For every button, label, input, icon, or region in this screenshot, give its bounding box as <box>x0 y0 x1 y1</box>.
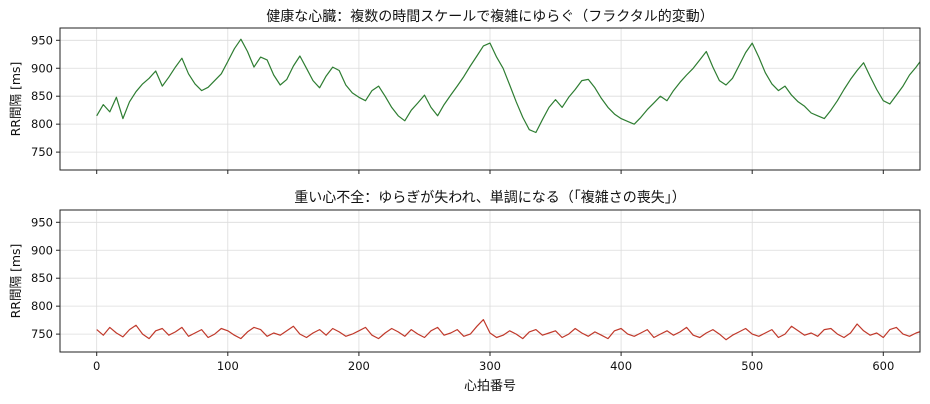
series-line <box>96 38 920 134</box>
y-tick-label: 950 <box>31 215 53 229</box>
y-tick-label: 800 <box>31 117 53 131</box>
panel-heart-failure: 750 800 850 900 950 0 100 200 300 400 500 600 重い心不全：… <box>8 189 921 394</box>
x-tick-label: 0 <box>93 359 100 373</box>
y-tick-label: 900 <box>31 61 53 75</box>
y-tick-label: 800 <box>31 299 53 313</box>
panel-healthy: 750 800 850 900 950 健康な心臓：複数の時間スケールで複雑にゆらぐ（フラ… <box>8 8 921 174</box>
panel-title: 重い心不全：ゆらぎが失われ、単調になる（「複雑さの喪失」） <box>294 189 685 206</box>
series-line <box>96 319 920 341</box>
x-tick-label: 100 <box>217 359 239 373</box>
y-axis-label: RR間隔 [ms] <box>8 62 23 137</box>
y-tick-label: 900 <box>31 243 53 257</box>
x-tick-label: 500 <box>741 359 763 373</box>
x-tick-label: 400 <box>610 359 632 373</box>
y-tick-label: 850 <box>31 271 53 285</box>
y-tick-label: 950 <box>31 33 53 47</box>
panel-title: 健康な心臓：複数の時間スケールで複雑にゆらぐ（フラクタル的変動） <box>266 8 713 25</box>
y-tick-label: 850 <box>31 89 53 103</box>
y-tick-label: 750 <box>31 145 53 159</box>
y-tick-label: 750 <box>31 327 53 341</box>
x-tick-label: 300 <box>479 359 501 373</box>
x-tick-label: 200 <box>348 359 370 373</box>
x-axis-label: 心拍番号 <box>464 379 516 394</box>
x-tick-label: 600 <box>872 359 894 373</box>
y-axis-label: RR間隔 [ms] <box>8 244 23 319</box>
